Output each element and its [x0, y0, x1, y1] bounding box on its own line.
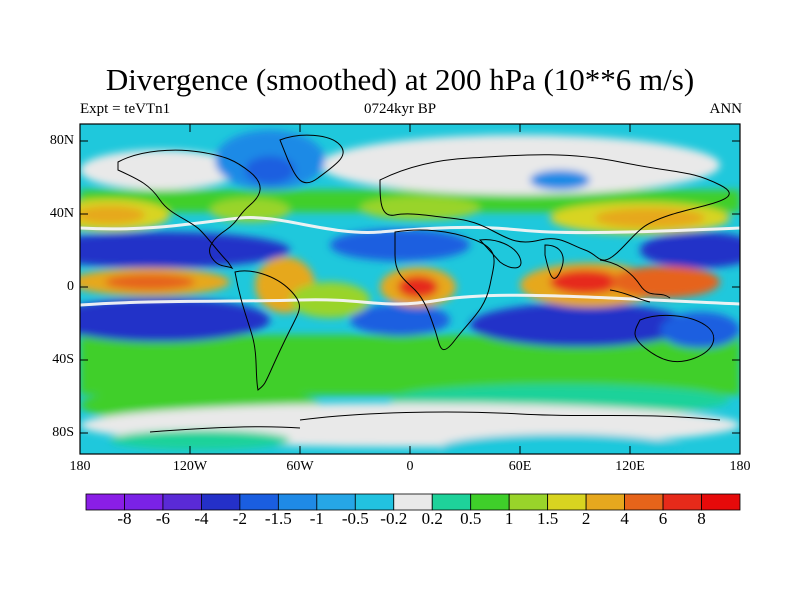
lat-tick-label: 0 — [67, 279, 74, 294]
tick-marks — [80, 124, 740, 454]
colorbar-swatch — [470, 493, 510, 511]
colorbar-swatch — [162, 493, 202, 511]
colorbar-label: 2 — [581, 509, 591, 528]
colorbar-label: -4 — [194, 509, 209, 528]
colorbar-label: 1.5 — [537, 509, 559, 528]
lat-tick-label: 80S — [52, 425, 74, 440]
coastlines — [117, 134, 730, 433]
colorbar-label: -1.5 — [264, 509, 292, 528]
colorbar-swatch — [354, 493, 395, 511]
colorbar-label: -6 — [155, 509, 171, 528]
lon-tick-label: 0 — [406, 459, 414, 474]
colorbar-swatch — [201, 493, 241, 511]
colorbar-label: 4 — [620, 509, 629, 528]
lat-tick-label: 40N — [49, 206, 74, 221]
colorbar-swatch — [85, 493, 125, 511]
colorbar-label: 6 — [658, 509, 668, 528]
colorbar-label: 0.2 — [421, 509, 443, 528]
colorbar-label: -1 — [309, 509, 324, 528]
divergence-field — [80, 124, 740, 454]
lat-tick-label: 80N — [49, 133, 74, 148]
colorbar-swatch — [239, 493, 279, 511]
lat-tick-label: 40S — [52, 352, 74, 367]
lon-tick-label: 180 — [729, 459, 751, 474]
colorbar-swatch — [431, 493, 472, 511]
colorbar-swatch — [701, 493, 741, 511]
lon-tick-label: 60W — [286, 459, 314, 474]
lon-tick-label: 60E — [508, 459, 532, 474]
lon-tick-label: 120E — [615, 459, 645, 474]
map-title: Divergence (smoothed) at 200 hPa (10**6 … — [105, 62, 695, 97]
colorbar-swatch — [662, 493, 702, 511]
colorbar-swatch — [508, 493, 549, 511]
colorbar-label: -2 — [232, 509, 247, 528]
colorbar-swatch — [277, 493, 318, 511]
experiment-label: Expt = teVTn1 — [80, 101, 171, 117]
colorbar-swatch — [585, 493, 625, 511]
colorbar-label: -0.5 — [341, 509, 369, 528]
time-label: 0724kyr BP — [363, 101, 437, 117]
colorbar-label: 1 — [504, 509, 514, 528]
colorbar-label: 0.5 — [460, 509, 482, 528]
lon-tick-label: 120W — [172, 459, 208, 474]
colorbar-swatch — [624, 493, 664, 511]
colorbar-swatch — [547, 493, 587, 511]
colorbar-swatch — [316, 493, 356, 511]
colorbar-label: -8 — [117, 509, 132, 528]
season-label: ANN — [709, 101, 743, 117]
colorbar-swatch — [393, 493, 433, 511]
colorbar-swatch — [124, 493, 164, 511]
lon-tick-label: 180 — [69, 459, 91, 474]
colorbar-label: 8 — [697, 509, 706, 528]
colorbar-label: -0.2 — [380, 509, 408, 528]
